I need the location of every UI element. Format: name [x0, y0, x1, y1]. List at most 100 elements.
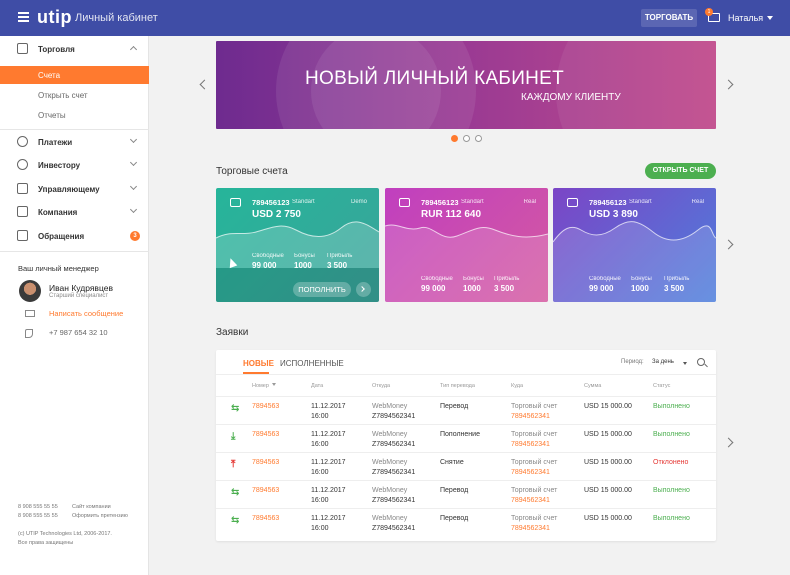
- column-header-date: Дата: [311, 383, 324, 389]
- sidebar-item-appeals[interactable]: Обращения 3: [0, 225, 149, 247]
- table-row[interactable]: ⤓ 7894563 11.12.2017 16:00 WebMoney Z78945623…: [216, 424, 716, 451]
- request-to-account-link[interactable]: 7894562341: [511, 441, 550, 448]
- column-header-number[interactable]: Номер: [252, 383, 276, 389]
- sidebar-subitem-accounts[interactable]: Счета: [0, 66, 149, 84]
- company-site-link[interactable]: Сайт компании: [72, 504, 111, 510]
- banner-prev-arrow-icon[interactable]: [199, 79, 210, 90]
- stat-label-free: Свободные: [589, 276, 621, 282]
- column-header-status: Статус: [653, 383, 671, 389]
- period-label: Период:: [621, 359, 644, 365]
- request-to-name: Торговый счет: [511, 515, 558, 522]
- replenish-button[interactable]: ПОПОЛНИТЬ: [293, 282, 351, 297]
- stat-profit: 3 500: [664, 284, 685, 293]
- request-amount: USD 15 000.00: [584, 515, 632, 522]
- promo-banner[interactable]: НОВЫЙ ЛИЧНЫЙ КАБИНЕТ КАЖДОМУ КЛИЕНТУ: [216, 41, 716, 129]
- carousel-dot-2[interactable]: [463, 135, 470, 142]
- request-to-account-link[interactable]: 7894562341: [511, 469, 550, 476]
- request-number-link[interactable]: 7894563: [252, 487, 280, 494]
- claim-link[interactable]: Оформить претензию: [72, 513, 128, 519]
- sidebar-subitem-label: Отчеты: [38, 111, 66, 120]
- request-from-account: Z7894562341: [372, 525, 416, 532]
- stat-label-bonus: Бонусы: [631, 276, 652, 282]
- search-icon[interactable]: [697, 358, 705, 366]
- table-row[interactable]: ⇆ 7894563 11.12.2017 16:00 WebMoney Z78945623…: [216, 508, 716, 535]
- card-next-button[interactable]: [356, 282, 371, 297]
- request-number-link[interactable]: 7894563: [252, 431, 280, 438]
- sidebar-item-trading[interactable]: Торговля: [0, 38, 149, 60]
- logo[interactable]: utip: [37, 7, 72, 27]
- manager-section-title: Ваш личный менеджер: [18, 264, 99, 273]
- request-time: 16:00: [311, 497, 329, 504]
- request-to-account-link[interactable]: 7894562341: [511, 525, 550, 532]
- stat-bonus: 1000: [631, 284, 649, 293]
- table-row[interactable]: ⇆ 7894563 11.12.2017 16:00 WebMoney Z78945623…: [216, 396, 716, 423]
- trade-button[interactable]: ТОРГОВАТЬ: [641, 9, 697, 27]
- request-number-link[interactable]: 7894563: [252, 403, 280, 410]
- request-amount: USD 15 000.00: [584, 403, 632, 410]
- request-type: Перевод: [440, 403, 469, 410]
- requests-title: Заявки: [216, 327, 249, 338]
- request-time: 16:00: [311, 413, 329, 420]
- request-time: 16:00: [311, 525, 329, 532]
- banner-next-arrow-icon[interactable]: [723, 79, 734, 90]
- carousel-dot-1[interactable]: [451, 135, 458, 142]
- mail-badge: 1: [705, 8, 713, 16]
- sidebar-subitem-label: Счета: [38, 71, 61, 80]
- chevron-up-icon: [129, 45, 138, 54]
- request-number-link[interactable]: 7894563: [252, 515, 280, 522]
- period-select[interactable]: За день: [652, 359, 674, 365]
- stat-label-profit: Прибыль: [664, 276, 690, 282]
- accounts-next-arrow-icon[interactable]: [723, 239, 734, 250]
- account-number: 789456123: [589, 198, 627, 207]
- divider: [0, 129, 149, 130]
- sidebar-subitem-open-account[interactable]: Открыть счет: [0, 86, 149, 104]
- chart-icon: [17, 43, 28, 54]
- withdraw-icon: ⤒: [231, 459, 236, 470]
- sidebar-item-investor[interactable]: Инвестору: [0, 154, 149, 176]
- avatar: [19, 280, 41, 302]
- request-number-link[interactable]: 7894563: [252, 459, 280, 466]
- stat-free: 99 000: [252, 261, 277, 270]
- open-account-button[interactable]: ОТКРЫТЬ СЧЕТ: [645, 163, 716, 179]
- divider: [0, 251, 149, 252]
- table-row[interactable]: ⇆ 7894563 11.12.2017 16:00 WebMoney Z78945623…: [216, 480, 716, 507]
- envelope-icon: [25, 310, 35, 317]
- carousel-dot-3[interactable]: [475, 135, 482, 142]
- request-from-name: WebMoney: [372, 459, 408, 466]
- column-header-amount: Сумма: [584, 383, 602, 389]
- account-card-3[interactable]: 789456123 Standart Real USD 3 890 Свобод…: [553, 188, 716, 302]
- copyright: (c) UTIP Technologies Ltd, 2006-2017.: [18, 531, 112, 537]
- sidebar-item-company[interactable]: Компания: [0, 201, 149, 223]
- account-type: Standart: [292, 199, 315, 205]
- hamburger-menu-icon[interactable]: [18, 12, 29, 22]
- request-to-account-link[interactable]: 7894562341: [511, 497, 550, 504]
- stat-label-free: Свободные: [252, 253, 284, 259]
- card-footer: ПОПОЛНИТЬ: [216, 268, 379, 302]
- sidebar-subitem-reports[interactable]: Отчеты: [0, 106, 149, 124]
- request-amount: USD 15 000.00: [584, 431, 632, 438]
- stat-bonus: 1000: [294, 261, 312, 270]
- caret-down-icon[interactable]: [683, 362, 687, 365]
- stat-bonus: 1000: [463, 284, 481, 293]
- user-menu[interactable]: Наталья: [728, 13, 774, 23]
- account-card-1[interactable]: 789456123 Standart Demo USD 2 750 Свобод…: [216, 188, 379, 302]
- request-to-account-link[interactable]: 7894562341: [511, 413, 550, 420]
- chevron-right-icon: [359, 286, 365, 292]
- active-tab-indicator: [243, 372, 269, 374]
- requests-table: НОВЫЕ ИСПОЛНЕННЫЕ Период: За день Номер …: [216, 350, 716, 541]
- table-row[interactable]: ⤒ 7894563 11.12.2017 16:00 WebMoney Z78945623…: [216, 452, 716, 479]
- requests-next-arrow-icon[interactable]: [723, 437, 734, 448]
- account-card-2[interactable]: 789456123 Standart Real RUR 112 640 Своб…: [385, 188, 548, 302]
- sidebar-item-payments[interactable]: Платежи: [0, 131, 149, 153]
- request-from-account: Z7894562341: [372, 469, 416, 476]
- tab-new[interactable]: НОВЫЕ: [243, 359, 274, 368]
- sidebar-item-manager[interactable]: Управляющему: [0, 178, 149, 200]
- transfer-icon: ⇆: [231, 487, 240, 498]
- mail-icon[interactable]: [708, 13, 720, 22]
- chevron-down-icon: [129, 135, 138, 144]
- appeals-badge: 3: [130, 231, 140, 241]
- accounts-title: Торговые счета: [216, 166, 288, 177]
- tab-executed[interactable]: ИСПОЛНЕННЫЕ: [280, 359, 344, 368]
- sidebar-item-label: Инвестору: [38, 161, 81, 170]
- write-message-link[interactable]: Написать сообщение: [49, 309, 124, 318]
